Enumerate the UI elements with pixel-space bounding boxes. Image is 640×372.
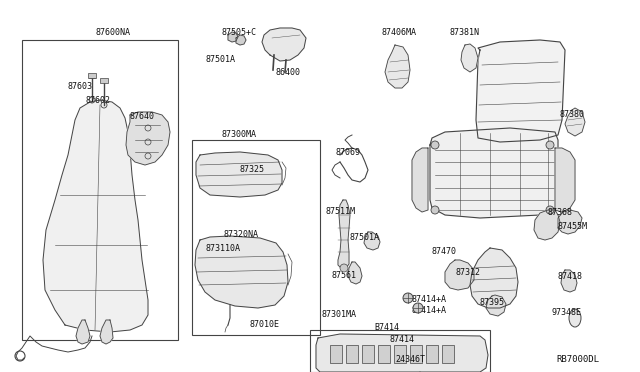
Text: 87381N: 87381N (450, 28, 480, 37)
Polygon shape (558, 210, 582, 234)
Text: 87561: 87561 (332, 271, 357, 280)
Polygon shape (195, 236, 288, 308)
Polygon shape (534, 210, 560, 240)
Text: 87010E: 87010E (250, 320, 280, 329)
Bar (378, 345, 390, 363)
Polygon shape (565, 108, 585, 136)
Text: 86400: 86400 (276, 68, 301, 77)
Polygon shape (126, 112, 170, 165)
Text: 87406MA: 87406MA (382, 28, 417, 37)
Text: 87300MA: 87300MA (222, 130, 257, 139)
Polygon shape (262, 28, 306, 61)
Ellipse shape (569, 309, 581, 327)
Text: 87414: 87414 (390, 335, 415, 344)
Text: 87380: 87380 (560, 110, 585, 119)
Text: RB7000DL: RB7000DL (556, 355, 599, 364)
Polygon shape (461, 44, 478, 72)
Text: 87414+A: 87414+A (412, 295, 447, 304)
Circle shape (403, 293, 413, 303)
Bar (426, 345, 438, 363)
Text: 87505+C: 87505+C (222, 28, 257, 37)
Polygon shape (364, 232, 380, 250)
Polygon shape (486, 295, 506, 316)
Text: 87368: 87368 (547, 208, 572, 217)
Text: 87603: 87603 (68, 82, 93, 91)
Text: 97348E: 97348E (552, 308, 582, 317)
Polygon shape (43, 100, 148, 332)
Polygon shape (76, 320, 90, 344)
Text: 87600NA: 87600NA (95, 28, 130, 37)
Bar (442, 345, 454, 363)
Text: 87069: 87069 (335, 148, 360, 157)
Bar (192, 140, 320, 335)
Text: 87501A: 87501A (350, 233, 380, 242)
Text: B7414: B7414 (374, 323, 399, 332)
Bar (330, 345, 342, 363)
Bar (362, 345, 374, 363)
Text: 87511M: 87511M (326, 207, 356, 216)
Polygon shape (338, 200, 350, 268)
Polygon shape (228, 32, 238, 42)
Text: 87312: 87312 (455, 268, 480, 277)
Text: 87395: 87395 (480, 298, 505, 307)
Circle shape (340, 264, 348, 272)
Polygon shape (348, 262, 362, 284)
Polygon shape (236, 35, 246, 45)
Text: 87418: 87418 (557, 272, 582, 281)
Bar (100, 78, 108, 83)
Polygon shape (445, 260, 474, 290)
Text: 87501A: 87501A (206, 55, 236, 64)
Bar (394, 345, 406, 363)
Polygon shape (561, 270, 577, 292)
Text: 873110A: 873110A (205, 244, 240, 253)
Circle shape (431, 206, 439, 214)
Text: 87470: 87470 (432, 247, 457, 256)
Bar (22, 40, 178, 340)
Text: 87640: 87640 (130, 112, 155, 121)
Circle shape (546, 206, 554, 214)
Polygon shape (196, 152, 282, 197)
Text: 87414+A: 87414+A (412, 306, 447, 315)
Text: 87320NA: 87320NA (224, 230, 259, 239)
Polygon shape (412, 148, 428, 212)
Text: 87602: 87602 (86, 96, 111, 105)
Bar (346, 345, 358, 363)
Text: 87325: 87325 (240, 165, 265, 174)
Polygon shape (555, 148, 575, 212)
Circle shape (431, 141, 439, 149)
Polygon shape (476, 40, 565, 142)
Polygon shape (430, 128, 558, 218)
Polygon shape (316, 334, 488, 372)
Bar (410, 345, 422, 363)
Circle shape (546, 141, 554, 149)
Bar (310, 330, 490, 372)
Polygon shape (470, 248, 518, 308)
Polygon shape (100, 320, 113, 344)
Polygon shape (385, 45, 410, 88)
Circle shape (413, 303, 423, 313)
Text: 87455M: 87455M (557, 222, 587, 231)
Text: 24346T: 24346T (395, 355, 425, 364)
Text: 87301MA: 87301MA (322, 310, 357, 319)
Bar (88, 73, 96, 78)
